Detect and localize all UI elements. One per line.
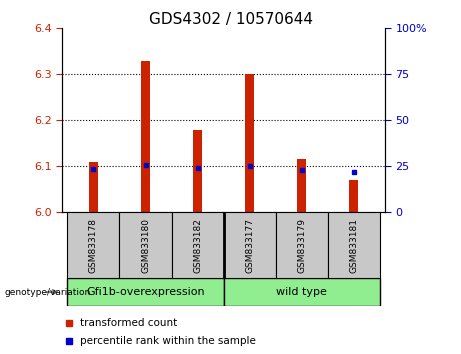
Bar — [328, 212, 380, 278]
Text: GSM833181: GSM833181 — [349, 218, 358, 273]
Text: GSM833179: GSM833179 — [297, 218, 306, 273]
Bar — [276, 212, 328, 278]
Text: genotype/variation: genotype/variation — [5, 287, 91, 297]
Bar — [297, 159, 307, 212]
Text: GSM833182: GSM833182 — [193, 218, 202, 273]
Text: GSM833178: GSM833178 — [89, 218, 98, 273]
Bar — [119, 212, 171, 278]
Bar — [349, 180, 358, 212]
Bar — [171, 212, 224, 278]
Text: GDS4302 / 10570644: GDS4302 / 10570644 — [148, 12, 313, 27]
Bar — [67, 212, 119, 278]
Text: Gfi1b-overexpression: Gfi1b-overexpression — [86, 287, 205, 297]
Bar — [89, 162, 98, 212]
Bar — [224, 278, 380, 306]
Text: transformed count: transformed count — [80, 318, 177, 328]
Text: percentile rank within the sample: percentile rank within the sample — [80, 336, 256, 346]
Text: GSM833180: GSM833180 — [141, 218, 150, 273]
Bar — [224, 212, 276, 278]
Text: GSM833177: GSM833177 — [245, 218, 254, 273]
Bar — [193, 130, 202, 212]
Bar — [245, 74, 254, 212]
Bar — [141, 61, 150, 212]
Bar — [67, 278, 224, 306]
Text: wild type: wild type — [276, 287, 327, 297]
